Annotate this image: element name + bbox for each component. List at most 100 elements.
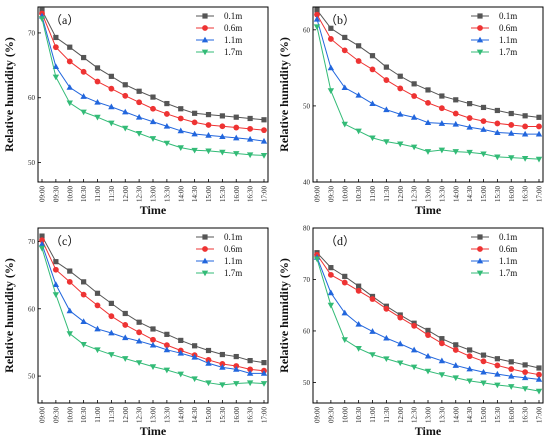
- data-point: [438, 372, 446, 378]
- x-tick-label: 10:00: [66, 186, 74, 202]
- data-point: [122, 334, 129, 341]
- x-tick-label: 17:00: [261, 186, 269, 202]
- data-point: [261, 360, 267, 366]
- data-point: [313, 256, 321, 263]
- data-point: [66, 331, 73, 337]
- legend-label: 0.6m: [499, 23, 517, 33]
- data-point: [39, 7, 45, 13]
- x-tick-label: 17:00: [536, 186, 544, 202]
- data-point: [219, 382, 226, 389]
- legend-label: 1.1m: [499, 35, 517, 45]
- legend-label: 1.7m: [499, 47, 517, 57]
- data-point: [67, 268, 73, 274]
- data-point: [219, 123, 226, 130]
- x-tick-label: 16:00: [233, 186, 241, 202]
- x-tick-label: 10:00: [66, 407, 74, 423]
- x-tick-label: 12:00: [122, 407, 130, 423]
- chart-svg-b: 40 50 60 09:00 09:30 10:00 10:30 11:00 11:30 12:0…: [277, 6, 544, 217]
- data-point: [410, 364, 418, 371]
- x-tick-label: 12:30: [411, 407, 419, 423]
- x-tick-label: 16:30: [522, 407, 530, 423]
- panel-label: （d）: [325, 234, 355, 248]
- x-tick-label: 14:00: [177, 407, 185, 423]
- data-point: [53, 259, 59, 265]
- data-point: [66, 58, 73, 65]
- data-point: [341, 84, 348, 91]
- data-point: [149, 364, 157, 370]
- legend-marker: [201, 36, 209, 43]
- legend-marker: [477, 25, 483, 31]
- series-1.1m: [38, 12, 268, 144]
- legend-marker: [202, 234, 208, 240]
- data-point: [521, 156, 529, 162]
- data-point: [219, 113, 225, 119]
- data-point: [341, 279, 348, 286]
- data-point: [327, 271, 334, 278]
- x-tick-label: 12:30: [136, 186, 144, 202]
- x-tick-label: 09:30: [52, 186, 60, 202]
- x-tick-label: 11:30: [108, 407, 116, 423]
- data-point: [135, 337, 143, 344]
- data-point: [480, 151, 487, 158]
- x-tick-label: 11:00: [369, 186, 377, 202]
- data-point: [411, 93, 418, 99]
- data-point: [191, 119, 198, 126]
- x-tick-label: 16:00: [233, 407, 241, 423]
- x-tick-label: 15:00: [480, 186, 488, 202]
- x-tick-label: 15:30: [494, 407, 502, 423]
- data-point: [397, 360, 404, 367]
- data-point: [327, 88, 335, 94]
- x-tick-label: 13:00: [425, 186, 433, 202]
- x-tick-label: 16:00: [508, 407, 516, 423]
- x-tick-label: 09:30: [52, 407, 60, 423]
- x-tick-label: 16:30: [247, 407, 255, 423]
- data-point: [94, 302, 101, 309]
- data-point: [122, 356, 129, 362]
- data-point: [178, 106, 184, 112]
- data-point: [328, 265, 334, 271]
- data-point: [383, 334, 390, 341]
- data-point: [397, 314, 404, 321]
- series-0.1m: [314, 7, 542, 120]
- data-point: [192, 343, 198, 349]
- data-point: [260, 137, 268, 144]
- data-point: [163, 342, 170, 349]
- data-point: [122, 322, 129, 328]
- x-tick-label: 11:00: [94, 186, 102, 202]
- data-point: [122, 125, 129, 132]
- data-point: [439, 93, 445, 99]
- data-point: [122, 82, 128, 88]
- data-point: [261, 127, 267, 134]
- data-point: [260, 153, 268, 159]
- data-point: [233, 381, 240, 387]
- x-tick-label: 10:30: [355, 407, 363, 423]
- legend-label: 0.6m: [224, 23, 242, 33]
- x-tick-label: 13:00: [425, 407, 433, 423]
- data-point: [38, 16, 46, 22]
- x-tick-label: 15:30: [219, 186, 227, 202]
- data-point: [355, 287, 362, 294]
- data-point: [219, 149, 226, 156]
- data-point: [327, 36, 334, 42]
- panel-label: （b）: [325, 13, 355, 27]
- data-point: [410, 144, 418, 151]
- data-point: [467, 101, 473, 107]
- data-point: [81, 279, 87, 285]
- data-point: [191, 147, 198, 154]
- data-point: [52, 281, 60, 287]
- x-tick-label: 11:00: [94, 407, 102, 423]
- data-point: [94, 114, 101, 121]
- data-point: [327, 302, 335, 309]
- data-point: [66, 84, 73, 90]
- data-point: [108, 85, 115, 92]
- x-tick-label: 09:00: [39, 407, 47, 423]
- x-tick-label: 15:00: [205, 407, 213, 423]
- data-point: [136, 319, 142, 325]
- legend: 0.1m 0.6m 1.1m 1.7m: [196, 11, 242, 57]
- series-0.6m: [314, 11, 542, 130]
- legend-label: 0.1m: [224, 232, 242, 242]
- data-point: [108, 120, 115, 127]
- data-point: [424, 368, 432, 375]
- y-tick-label: 60: [303, 327, 311, 335]
